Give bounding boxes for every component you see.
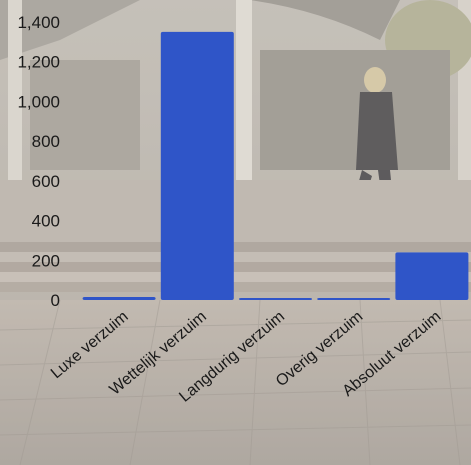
- y-tick-label: 800: [32, 132, 60, 151]
- y-tick-label: 400: [32, 212, 60, 231]
- y-tick-label: 0: [51, 291, 60, 310]
- bar: [239, 298, 312, 300]
- bar-series: [82, 31, 469, 301]
- bar: [160, 31, 234, 301]
- y-axis: 0 200 400 600 800 1,000 1,200 1,400: [17, 13, 60, 310]
- y-tick-label: 1,000: [17, 92, 60, 111]
- y-tick-label: 200: [32, 251, 60, 270]
- y-tick-label: 1,200: [17, 53, 60, 72]
- bar: [317, 298, 391, 300]
- bar: [82, 297, 156, 300]
- y-tick-label: 600: [32, 172, 60, 191]
- x-tick-label: Luxe verzuim: [48, 308, 132, 382]
- y-tick-label: 1,400: [17, 13, 60, 32]
- bar: [395, 252, 469, 300]
